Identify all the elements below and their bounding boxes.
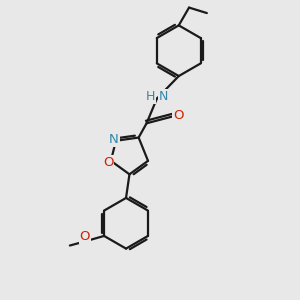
Text: O: O <box>80 230 90 243</box>
Text: O: O <box>173 109 183 122</box>
Text: N: N <box>159 90 168 103</box>
Text: O: O <box>103 156 113 169</box>
Text: N: N <box>109 133 119 146</box>
Text: H: H <box>145 90 155 103</box>
